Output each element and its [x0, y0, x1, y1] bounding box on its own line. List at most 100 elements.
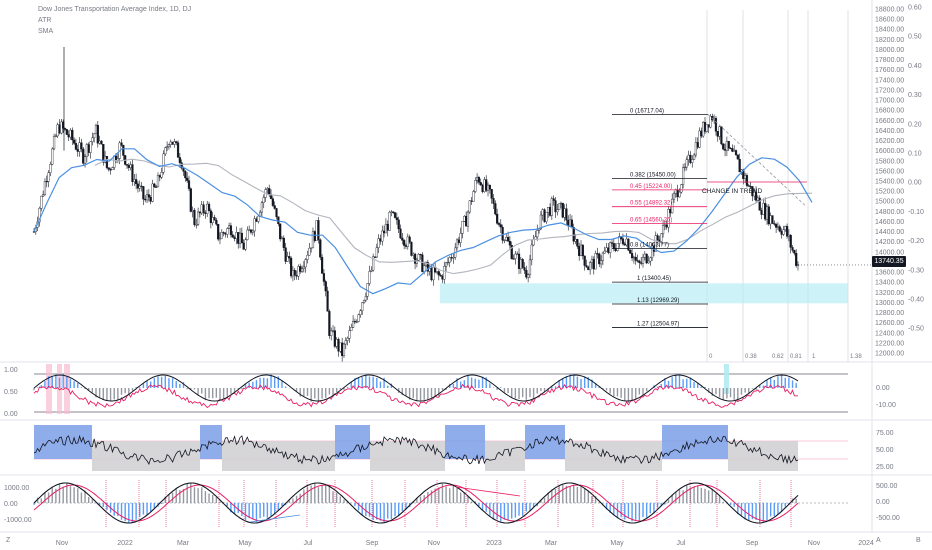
candle-body [167, 144, 171, 148]
candle-body [789, 234, 792, 248]
candle-body [324, 281, 327, 292]
osc3-left-axis-label: 1000.00 [4, 485, 29, 492]
osc3-histogram-bar [470, 501, 473, 503]
osc1-histogram-bar [142, 382, 145, 388]
candle-body [397, 219, 400, 230]
candle-body [149, 197, 152, 202]
candle-body [238, 232, 242, 244]
osc3-left-axis-label: -1000.00 [4, 517, 32, 524]
osc1-histogram-bar [492, 387, 495, 388]
osc3-histogram-bar [518, 503, 520, 516]
candle-body [393, 212, 397, 218]
osc3-histogram-bar [357, 503, 360, 511]
osc3-histogram-bar [656, 503, 659, 508]
candle-body [634, 256, 637, 261]
osc1-histogram-bar [543, 388, 546, 393]
osc3-histogram-bar [529, 503, 531, 511]
candle-body [155, 186, 158, 188]
candle-body [246, 229, 249, 240]
candle-body [506, 237, 510, 242]
osc3-histogram-bar [270, 503, 272, 517]
candle-body [570, 219, 573, 228]
fib-level-label: 0.55 (14892.32) [630, 201, 672, 207]
osc3-histogram-bar [153, 503, 156, 510]
osc1-histogram-bar [259, 377, 261, 388]
candle-body [687, 154, 690, 160]
fib-level-label: 0 (16717.04) [630, 108, 664, 114]
time-axis-label: Sep [746, 540, 759, 547]
zoom-button[interactable]: Z [6, 537, 11, 544]
candle-body [731, 148, 734, 152]
osc3-histogram-bar [642, 503, 644, 518]
price-axis-label: 14600.00 [875, 219, 904, 226]
candle-body [204, 212, 207, 214]
osc3-histogram-bar [551, 489, 553, 503]
osc3-histogram-bar [635, 503, 637, 520]
auto-scale-button[interactable]: A [876, 537, 881, 544]
osc1-histogram-bar [295, 388, 298, 391]
osc3-histogram-bar [536, 503, 538, 507]
candle-body [368, 271, 371, 284]
osc1-histogram-bar [273, 376, 276, 388]
osc3-histogram-bar [259, 503, 261, 519]
candle-body [787, 234, 790, 237]
candle-body [202, 204, 205, 213]
osc1-histogram-bar [211, 388, 214, 399]
candle-body [43, 181, 47, 195]
candle-body [559, 202, 563, 205]
osc1-histogram-bar [697, 382, 699, 388]
candle-body [563, 208, 566, 218]
osc1-histogram-bar [616, 388, 619, 397]
candle-body [607, 247, 610, 253]
candle-body [350, 327, 353, 331]
osc1-histogram-bar [481, 376, 484, 388]
candle-body [341, 342, 344, 356]
candle-body [346, 338, 349, 341]
candle-body [568, 219, 572, 227]
osc1-histogram-bar [91, 388, 94, 393]
candle-body [709, 116, 712, 128]
osc1-histogram-bar [325, 388, 327, 398]
osc1-histogram-bar [33, 388, 35, 391]
osc1-histogram-bar [755, 388, 757, 390]
osc1-histogram-bar [693, 381, 695, 388]
candle-body [552, 198, 555, 201]
osc3-histogram-bar [481, 503, 484, 511]
price-axis-label: 16800.00 [875, 108, 904, 115]
candle-body [279, 223, 282, 240]
osc3-histogram-bar [193, 487, 196, 503]
candle-body [102, 144, 105, 163]
osc3-histogram-bar [328, 486, 331, 503]
time-axis-label: Nov [56, 540, 69, 547]
osc1-histogram-bar [489, 383, 491, 388]
candle-body [49, 163, 52, 173]
osc3-histogram-bar [532, 503, 535, 508]
osc3-histogram-bar [766, 503, 768, 521]
candle-body [215, 219, 218, 225]
candle-body [291, 270, 295, 277]
osc1-histogram-bar [689, 377, 692, 388]
candle-body [510, 245, 513, 259]
candle-body [452, 257, 455, 259]
osc3-histogram-bar [598, 502, 600, 503]
candle-body [592, 258, 595, 270]
osc1-histogram-bar [361, 377, 363, 388]
osc1-histogram-bar [613, 388, 615, 397]
osc1-histogram-bar [733, 388, 735, 400]
candle-body [762, 203, 765, 215]
osc1-histogram-bar [208, 388, 210, 399]
osc3-histogram-bar [190, 483, 192, 503]
osc1-histogram-bar [583, 376, 586, 388]
candle-body [175, 141, 178, 143]
osc3-histogram-bar [365, 503, 367, 517]
candle-body [501, 226, 504, 241]
candle-body [643, 253, 646, 258]
osc3-histogram-bar [128, 503, 130, 523]
candle-body [166, 146, 169, 148]
osc1-histogram-bar [722, 388, 724, 400]
log-scale-button[interactable]: B [916, 537, 921, 544]
candle-body [377, 238, 380, 248]
osc1-histogram-bar [139, 387, 141, 388]
osc1-histogram-bar [594, 383, 597, 388]
secondary-axis-label: 0.30 [908, 92, 922, 99]
